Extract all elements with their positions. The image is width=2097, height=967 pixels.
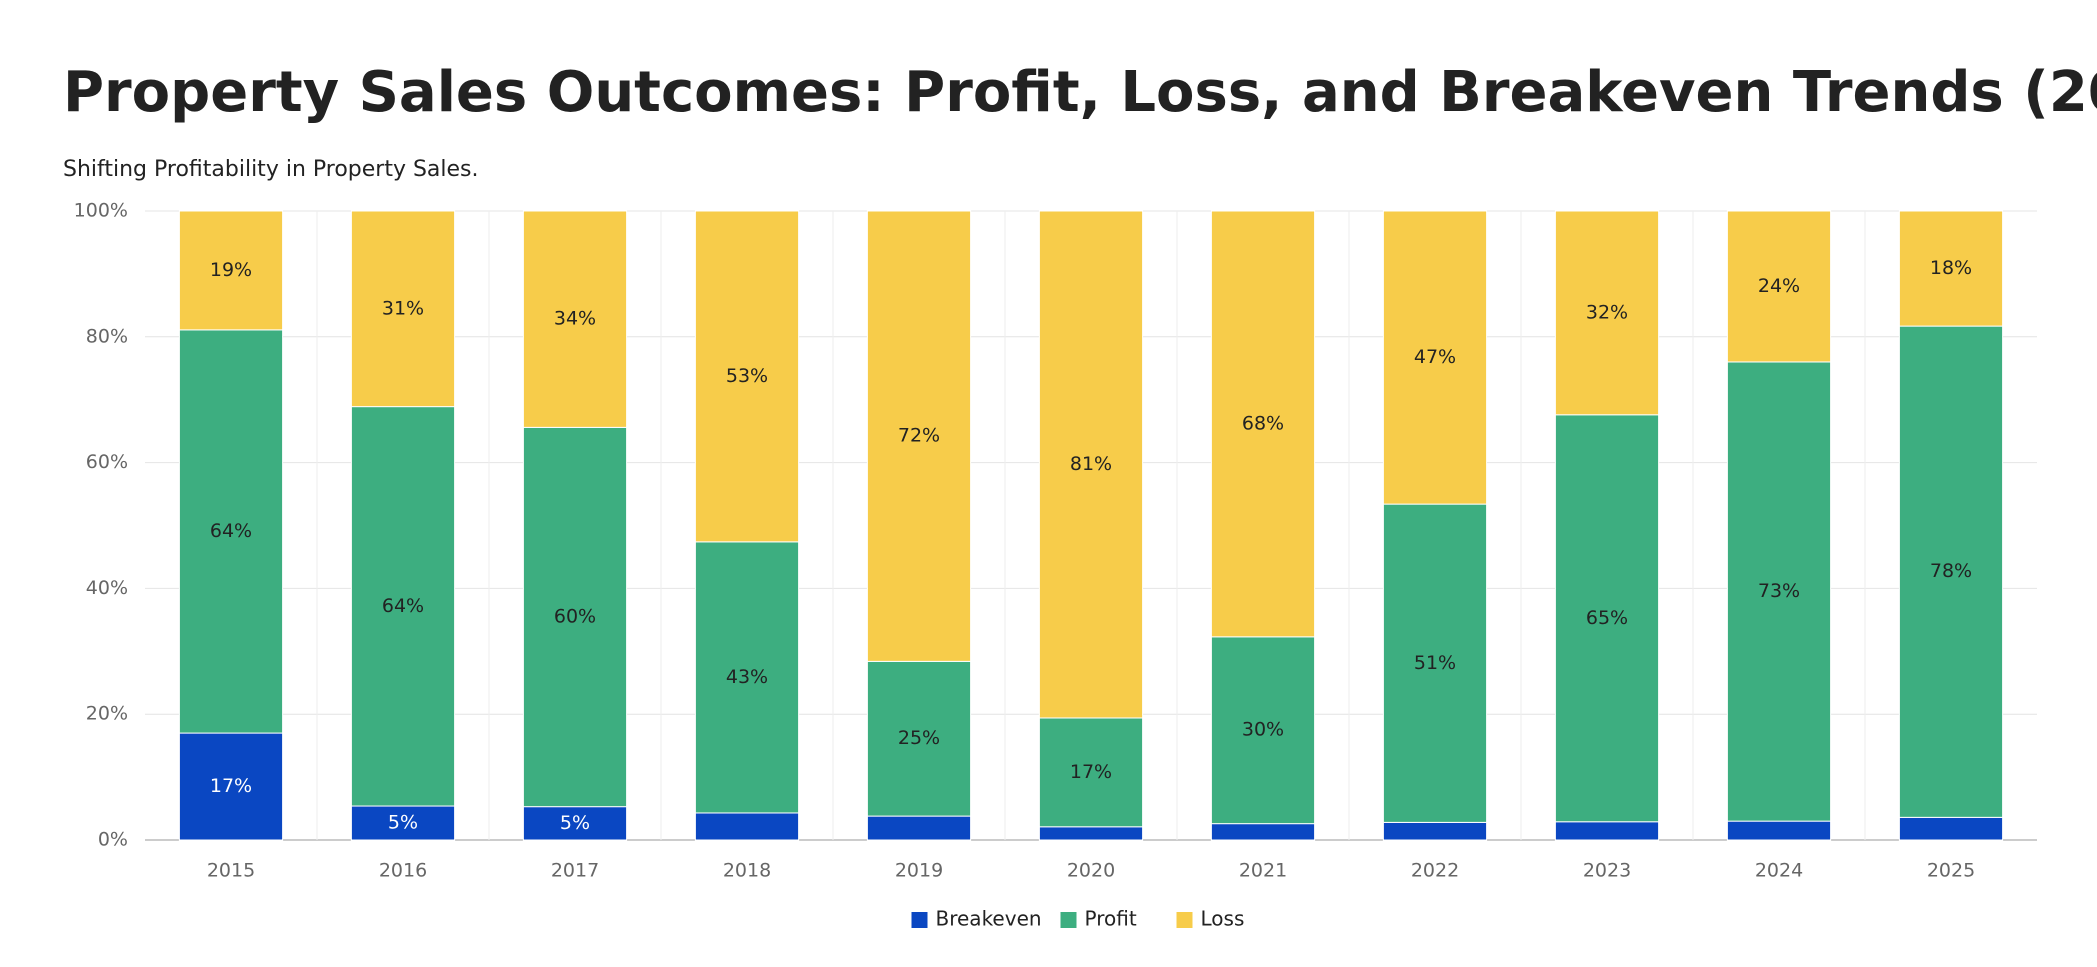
data-label: 18% <box>1930 257 1972 279</box>
data-label: 78% <box>1930 560 1972 582</box>
x-tick-label: 2018 <box>723 860 771 882</box>
bar-segment <box>1210 823 1316 841</box>
x-tick-label: 2017 <box>551 860 599 882</box>
data-label: 25% <box>898 727 940 749</box>
x-tick-label: 2015 <box>207 860 255 882</box>
bar-segment <box>1210 636 1316 825</box>
bar-segment <box>1038 717 1144 828</box>
bar-segment <box>1210 210 1316 638</box>
bar-segment <box>1382 503 1488 823</box>
x-tick-label: 2021 <box>1239 860 1287 882</box>
bar-segment <box>178 210 284 331</box>
data-label: 81% <box>1070 453 1112 475</box>
data-label: 34% <box>554 308 596 330</box>
legend-label: Breakeven <box>936 907 1042 931</box>
x-tick-label: 2019 <box>895 860 943 882</box>
legend-swatch <box>1060 912 1077 928</box>
data-label: 72% <box>898 425 940 447</box>
bar-segment <box>350 406 456 807</box>
data-label: 43% <box>726 666 768 688</box>
bar-segment <box>694 541 800 814</box>
chart-subtitle: Shifting Profitability in Property Sales… <box>63 157 479 182</box>
x-tick-label: 2025 <box>1927 860 1975 882</box>
data-label: 68% <box>1242 412 1284 434</box>
legend-label: Loss <box>1201 907 1245 931</box>
data-label: 32% <box>1586 301 1628 323</box>
x-tick-label: 2023 <box>1583 860 1631 882</box>
data-label: 17% <box>1070 761 1112 783</box>
bar-segment <box>178 732 284 841</box>
y-tick-label: 60% <box>86 451 128 473</box>
bar-segment <box>1726 820 1832 841</box>
y-tick-label: 0% <box>98 829 128 851</box>
x-tick-label: 2022 <box>1411 860 1459 882</box>
bar-segment <box>1554 414 1660 823</box>
data-label: 5% <box>560 812 590 834</box>
bar-segment <box>350 210 456 408</box>
bar-segment <box>1038 210 1144 719</box>
bar-segment <box>1726 361 1832 822</box>
data-label: 51% <box>1414 652 1456 674</box>
data-label: 17% <box>210 775 252 797</box>
bar-segment <box>694 812 800 841</box>
y-tick-label: 100% <box>74 200 128 222</box>
data-label: 64% <box>382 595 424 617</box>
bar-segment <box>1382 210 1488 505</box>
data-label: 19% <box>210 259 252 281</box>
y-tick-label: 20% <box>86 703 128 725</box>
bar-segment <box>866 210 972 662</box>
y-tick-label: 40% <box>86 577 128 599</box>
bar-segment <box>178 329 284 734</box>
bar-segment <box>522 426 628 808</box>
bar-segment <box>1382 821 1488 841</box>
y-tick-label: 80% <box>86 325 128 347</box>
data-label: 30% <box>1242 719 1284 741</box>
data-label: 53% <box>726 365 768 387</box>
bar-segment <box>1898 816 2004 841</box>
x-tick-label: 2024 <box>1755 860 1803 882</box>
data-label: 5% <box>388 812 418 834</box>
legend-label: Profit <box>1085 907 1137 931</box>
data-label: 31% <box>382 297 424 319</box>
bar-segment <box>866 660 972 817</box>
bar-segment <box>1554 821 1660 841</box>
bar-segment <box>1038 826 1144 841</box>
data-label: 24% <box>1758 275 1800 297</box>
bar-segment <box>350 805 456 841</box>
bar-segment <box>1898 210 2004 327</box>
x-tick-label: 2016 <box>379 860 427 882</box>
legend-swatch <box>911 912 928 928</box>
chart-title: Property Sales Outcomes: Profit, Loss, a… <box>63 60 2097 125</box>
bar-segment <box>866 815 972 841</box>
data-label: 47% <box>1414 346 1456 368</box>
bar-segment <box>1554 210 1660 416</box>
bar-segment <box>694 210 800 543</box>
data-label: 64% <box>210 520 252 542</box>
legend-swatch <box>1176 912 1193 928</box>
data-label: 65% <box>1586 607 1628 629</box>
data-label: 60% <box>554 606 596 628</box>
data-label: 73% <box>1758 580 1800 602</box>
bar-segment <box>1726 210 1832 363</box>
x-tick-label: 2020 <box>1067 860 1115 882</box>
bar-segment <box>522 210 628 428</box>
